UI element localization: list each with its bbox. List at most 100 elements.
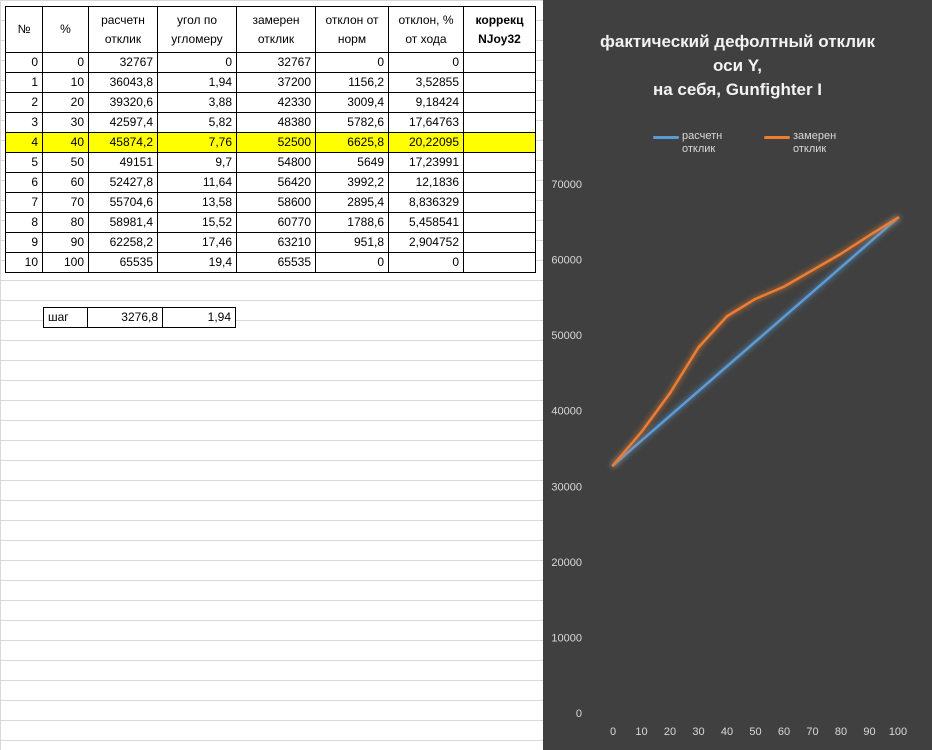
column-header[interactable]: % (42, 6, 89, 53)
column-header[interactable]: расчетн отклик (88, 6, 158, 53)
table-cell[interactable]: 10 (5, 252, 43, 273)
table-cell[interactable]: 6625,8 (315, 132, 389, 153)
table-cell[interactable]: 3992,2 (315, 172, 389, 193)
table-cell[interactable]: 0 (315, 52, 389, 73)
table-cell[interactable] (463, 112, 536, 133)
table-cell[interactable]: 1,94 (157, 72, 237, 93)
table-cell[interactable]: 9,7 (157, 152, 237, 173)
table-cell[interactable]: 8 (5, 212, 43, 233)
table-cell[interactable]: 54800 (236, 152, 316, 173)
table-cell[interactable]: 4 (5, 132, 43, 153)
table-cell[interactable]: 951,8 (315, 232, 389, 253)
table-cell[interactable]: 80 (42, 212, 89, 233)
table-cell[interactable]: 1 (5, 72, 43, 93)
table-cell[interactable]: 55704,6 (88, 192, 158, 213)
table-cell[interactable] (463, 212, 536, 233)
table-cell[interactable]: 5649 (315, 152, 389, 173)
table-cell[interactable]: 48380 (236, 112, 316, 133)
column-header[interactable]: отклон, % от хода (388, 6, 464, 53)
table-cell[interactable]: 9 (5, 232, 43, 253)
table-cell[interactable]: 52427,8 (88, 172, 158, 193)
column-header[interactable]: угол по угломеру (157, 6, 237, 53)
table-cell[interactable]: 20 (42, 92, 89, 113)
table-cell[interactable]: 0 (388, 52, 464, 73)
table-cell[interactable]: 5 (5, 152, 43, 173)
table-cell[interactable]: 5,82 (157, 112, 237, 133)
table-cell[interactable]: 9,18424 (388, 92, 464, 113)
table-cell[interactable] (463, 92, 536, 113)
table-cell[interactable]: 42330 (236, 92, 316, 113)
table-cell[interactable]: 17,46 (157, 232, 237, 253)
table-cell[interactable]: 3 (5, 112, 43, 133)
table-cell[interactable]: 40 (42, 132, 89, 153)
table-cell[interactable]: 70 (42, 192, 89, 213)
table-cell[interactable]: 60 (42, 172, 89, 193)
table-cell[interactable]: 0 (5, 52, 43, 73)
table-cell[interactable] (463, 152, 536, 173)
table-cell[interactable]: 52500 (236, 132, 316, 153)
table-cell[interactable]: 5,458541 (388, 212, 464, 233)
table-cell[interactable]: 17,64763 (388, 112, 464, 133)
table-cell[interactable]: 0 (42, 52, 89, 73)
table-cell[interactable]: 8,836329 (388, 192, 464, 213)
table-cell[interactable] (463, 252, 536, 273)
table-cell[interactable]: 11,64 (157, 172, 237, 193)
table-cell[interactable]: 45874,2 (88, 132, 158, 153)
table-cell[interactable]: 90 (42, 232, 89, 253)
table-cell[interactable]: 37200 (236, 72, 316, 93)
table-cell[interactable]: 1788,6 (315, 212, 389, 233)
table-cell[interactable] (463, 132, 536, 153)
step-label[interactable]: шаг (43, 307, 88, 328)
column-header[interactable]: № (5, 6, 43, 53)
table-cell[interactable] (463, 72, 536, 93)
table-cell[interactable]: 49151 (88, 152, 158, 173)
table-cell[interactable]: 1156,2 (315, 72, 389, 93)
table-cell[interactable]: 58981,4 (88, 212, 158, 233)
table-cell[interactable]: 39320,6 (88, 92, 158, 113)
table-cell[interactable]: 3009,4 (315, 92, 389, 113)
table-cell[interactable]: 2 (5, 92, 43, 113)
table-cell[interactable]: 63210 (236, 232, 316, 253)
table-cell[interactable]: 0 (388, 252, 464, 273)
table-cell[interactable]: 17,23991 (388, 152, 464, 173)
table-cell[interactable]: 65535 (236, 252, 316, 273)
table-cell[interactable]: 36043,8 (88, 72, 158, 93)
table-cell[interactable]: 6 (5, 172, 43, 193)
table-cell[interactable]: 65535 (88, 252, 158, 273)
column-header[interactable]: коррекц NJoy32 (463, 6, 536, 53)
table-cell[interactable]: 3,88 (157, 92, 237, 113)
table-cell[interactable]: 7 (5, 192, 43, 213)
table-cell[interactable]: 20,22095 (388, 132, 464, 153)
column-header[interactable]: отклон от норм (315, 6, 389, 53)
table-cell[interactable]: 13,58 (157, 192, 237, 213)
table-cell[interactable]: 50 (42, 152, 89, 173)
table-cell[interactable]: 19,4 (157, 252, 237, 273)
table-cell[interactable]: 2895,4 (315, 192, 389, 213)
table-cell[interactable] (463, 172, 536, 193)
step-value-angle[interactable]: 1,94 (162, 307, 236, 328)
table-cell[interactable]: 100 (42, 252, 89, 273)
table-cell[interactable]: 12,1836 (388, 172, 464, 193)
table-cell[interactable]: 32767 (236, 52, 316, 73)
column-header[interactable]: замерен отклик (236, 6, 316, 53)
table-cell[interactable]: 15,52 (157, 212, 237, 233)
table-cell[interactable]: 3,52855 (388, 72, 464, 93)
table-cell[interactable]: 5782,6 (315, 112, 389, 133)
table-cell[interactable] (463, 192, 536, 213)
table-cell[interactable] (463, 52, 536, 73)
table-cell[interactable] (463, 232, 536, 253)
table-cell[interactable]: 58600 (236, 192, 316, 213)
table-cell[interactable]: 7,76 (157, 132, 237, 153)
chart-panel[interactable]: 0 10000 20000 30000 40000 50000 60000 70000 0 10 2… (543, 0, 932, 750)
table-cell[interactable]: 32767 (88, 52, 158, 73)
table-cell[interactable]: 30 (42, 112, 89, 133)
table-cell[interactable]: 62258,2 (88, 232, 158, 253)
table-cell[interactable]: 10 (42, 72, 89, 93)
table-cell[interactable]: 2,904752 (388, 232, 464, 253)
table-cell[interactable]: 56420 (236, 172, 316, 193)
table-cell[interactable]: 60770 (236, 212, 316, 233)
table-cell[interactable]: 0 (315, 252, 389, 273)
table-cell[interactable]: 0 (157, 52, 237, 73)
table-cell[interactable]: 42597,4 (88, 112, 158, 133)
step-value-response[interactable]: 3276,8 (87, 307, 163, 328)
